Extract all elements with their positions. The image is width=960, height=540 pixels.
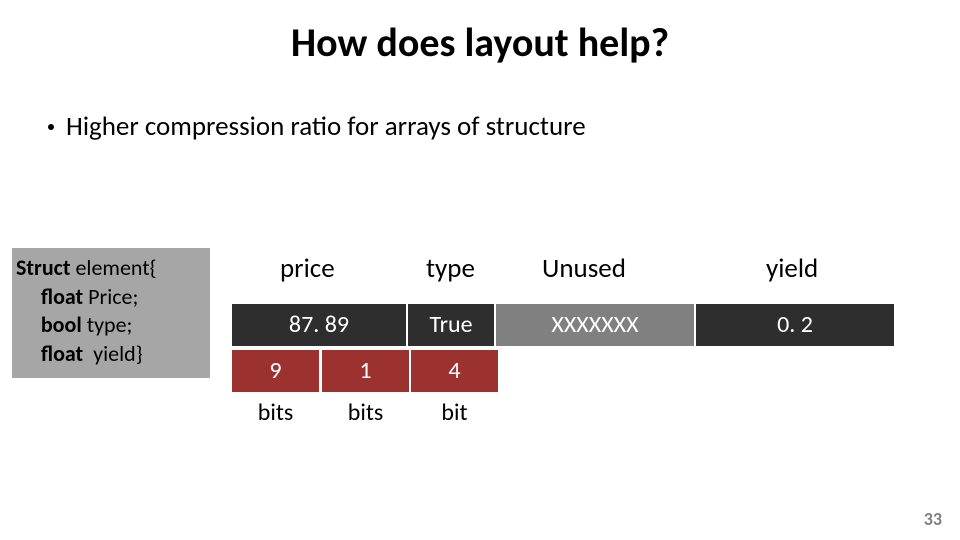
- kw-float2: float: [41, 340, 83, 367]
- cell-price: 87. 89: [232, 304, 406, 346]
- code-l1-rest: element{: [70, 254, 156, 281]
- bits-label-2: bits: [322, 398, 409, 427]
- code-line-1: Struct element{: [16, 254, 206, 283]
- cell-yield: 0. 2: [696, 304, 894, 346]
- code-l3-rest: type;: [82, 311, 133, 338]
- bullet-text: Higher compression ratio for arrays of s…: [66, 110, 586, 143]
- kw-struct: Struct: [16, 254, 70, 281]
- code-l4-rest: yield}: [83, 340, 142, 367]
- bits-label-3: bit: [411, 398, 498, 427]
- bullet-dot-icon: [48, 124, 54, 130]
- cell-type: True: [408, 304, 494, 346]
- kw-bool: bool: [41, 311, 82, 338]
- bits-4: 4: [411, 350, 498, 392]
- code-line-2: float Price;: [16, 283, 206, 312]
- kw-float1: float: [41, 283, 83, 310]
- bullet-line: Higher compression ratio for arrays of s…: [48, 110, 586, 143]
- hdr-yield: yield: [766, 252, 818, 285]
- code-l2-rest: Price;: [83, 283, 138, 310]
- hdr-type: type: [426, 252, 475, 285]
- bits-label-1: bits: [232, 398, 319, 427]
- code-line-4: float yield}: [16, 340, 206, 369]
- code-line-3: bool type;: [16, 311, 206, 340]
- cell-unused: XXXXXXX: [496, 304, 694, 346]
- bits-9: 9: [232, 350, 319, 392]
- hdr-unused: Unused: [542, 252, 626, 285]
- slide-title: How does layout help?: [0, 18, 960, 67]
- bits-1: 1: [322, 350, 409, 392]
- hdr-price: price: [280, 252, 335, 285]
- slide: How does layout help? Higher compression…: [0, 0, 960, 540]
- struct-code-box: Struct element{ float Price; bool type; …: [12, 248, 210, 378]
- slide-number: 33: [924, 508, 942, 530]
